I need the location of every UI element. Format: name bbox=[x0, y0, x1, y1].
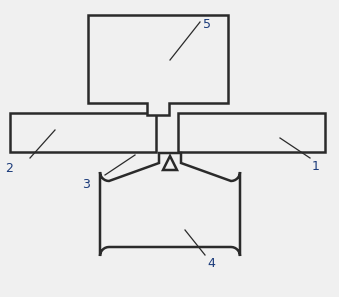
Polygon shape bbox=[10, 113, 156, 152]
Text: 1: 1 bbox=[312, 160, 320, 173]
Polygon shape bbox=[100, 153, 240, 256]
Polygon shape bbox=[178, 113, 325, 152]
Polygon shape bbox=[163, 156, 177, 170]
Text: 5: 5 bbox=[203, 18, 211, 31]
Text: 3: 3 bbox=[82, 178, 90, 191]
Polygon shape bbox=[88, 15, 228, 115]
Text: 2: 2 bbox=[5, 162, 13, 175]
Text: 4: 4 bbox=[207, 257, 215, 270]
